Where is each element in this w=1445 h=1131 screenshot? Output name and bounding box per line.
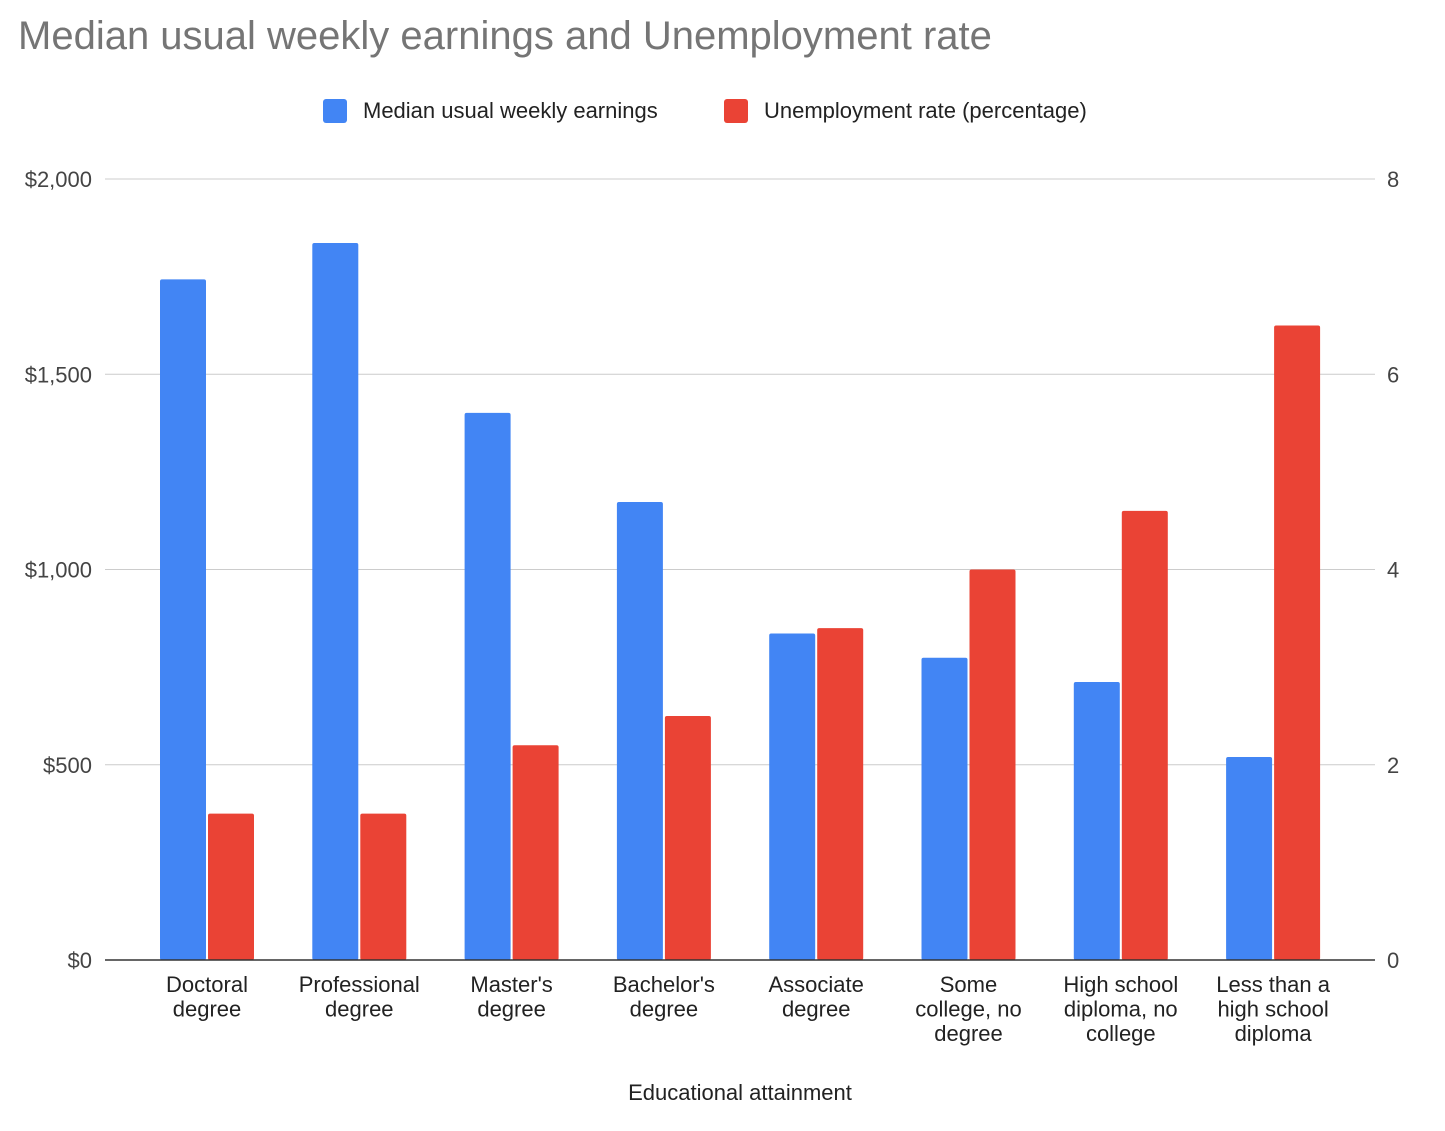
y-right-tick-label: 6 bbox=[1387, 362, 1399, 387]
y-left-tick-label: $500 bbox=[43, 753, 92, 778]
bar-earnings bbox=[160, 279, 206, 960]
y-left-tick-label: $0 bbox=[68, 948, 92, 973]
bar-unemployment bbox=[817, 628, 864, 960]
bar-unemployment bbox=[1121, 510, 1168, 960]
bar-earnings bbox=[1073, 681, 1120, 960]
bar-earnings bbox=[616, 501, 663, 960]
bar-unemployment bbox=[512, 745, 559, 960]
bar-earnings bbox=[464, 412, 511, 960]
legend-swatch-earnings bbox=[323, 99, 347, 123]
legend-swatch-unemployment bbox=[724, 99, 748, 123]
bar-unemployment bbox=[208, 813, 254, 960]
y-left-tick-label: $2,000 bbox=[25, 167, 92, 192]
x-tick-label: Less than a high school diploma bbox=[1216, 972, 1331, 1046]
bar-unemployment bbox=[360, 813, 407, 960]
x-tick-label: Some college, no degree bbox=[915, 972, 1021, 1046]
legend-item-unemployment[interactable]: Unemployment rate (percentage) bbox=[724, 98, 1087, 124]
chart-title: Median usual weekly earnings and Unemplo… bbox=[18, 14, 992, 58]
legend-item-earnings[interactable]: Median usual weekly earnings bbox=[323, 98, 658, 124]
bar-earnings bbox=[1226, 756, 1273, 960]
x-tick-label: Bachelor's degree bbox=[613, 972, 715, 1022]
y-right-tick-label: 0 bbox=[1387, 948, 1399, 973]
legend-label-earnings: Median usual weekly earnings bbox=[363, 98, 658, 123]
bar-unemployment bbox=[969, 569, 1016, 960]
x-axis-title: Educational attainment bbox=[628, 1080, 852, 1105]
bar-earnings bbox=[312, 243, 359, 961]
y-left-tick-label: $1,000 bbox=[25, 558, 92, 583]
y-right-tick-label: 8 bbox=[1387, 167, 1399, 192]
x-tick-label: High school diploma, no college bbox=[1063, 972, 1178, 1046]
x-tick-label: Associate degree bbox=[769, 972, 864, 1022]
bar-earnings bbox=[921, 657, 968, 960]
y-right-tick-label: 4 bbox=[1387, 558, 1399, 583]
legend-label-unemployment: Unemployment rate (percentage) bbox=[764, 98, 1087, 123]
legend: Median usual weekly earnings Unemploymen… bbox=[0, 98, 1445, 128]
y-left-tick-label: $1,500 bbox=[25, 362, 92, 387]
x-tick-label: Master's degree bbox=[470, 972, 552, 1022]
bar-earnings bbox=[769, 633, 816, 960]
x-tick-label: Doctoral degree bbox=[166, 972, 248, 1022]
y-right-tick-label: 2 bbox=[1387, 753, 1399, 778]
bar-unemployment bbox=[1274, 325, 1321, 960]
x-tick-label: Professional degree bbox=[299, 972, 420, 1022]
bar-unemployment bbox=[664, 715, 711, 960]
